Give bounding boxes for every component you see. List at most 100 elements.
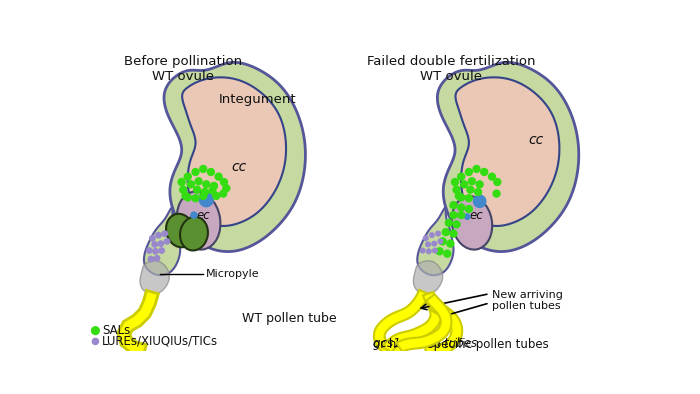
Text: WT pollen tube: WT pollen tube <box>241 312 336 325</box>
Circle shape <box>447 240 454 247</box>
Polygon shape <box>417 207 454 275</box>
Circle shape <box>458 212 465 219</box>
Circle shape <box>182 192 189 199</box>
Circle shape <box>178 178 185 186</box>
Circle shape <box>162 231 167 236</box>
Circle shape <box>159 248 164 253</box>
Circle shape <box>148 256 153 262</box>
Circle shape <box>466 206 472 212</box>
Circle shape <box>473 195 486 207</box>
Circle shape <box>150 236 155 241</box>
Circle shape <box>215 173 222 180</box>
Circle shape <box>442 229 449 236</box>
Circle shape <box>450 202 457 208</box>
Circle shape <box>158 241 164 246</box>
Circle shape <box>453 186 460 193</box>
Text: or heterospecific pollen tubes: or heterospecific pollen tubes <box>372 338 548 351</box>
Polygon shape <box>140 261 169 294</box>
Circle shape <box>192 195 199 202</box>
Circle shape <box>438 239 442 243</box>
Circle shape <box>426 242 430 247</box>
Circle shape <box>213 192 220 199</box>
Circle shape <box>184 173 191 180</box>
Circle shape <box>164 239 169 244</box>
Circle shape <box>456 192 462 199</box>
Circle shape <box>494 178 500 186</box>
Circle shape <box>453 221 460 228</box>
Circle shape <box>152 242 158 247</box>
Polygon shape <box>456 77 559 226</box>
Text: Integument: Integument <box>218 93 296 106</box>
Ellipse shape <box>180 217 208 251</box>
Circle shape <box>476 181 483 188</box>
Text: LUREs/XIUQIUs/TICs: LUREs/XIUQIUs/TICs <box>102 335 218 348</box>
Circle shape <box>223 185 230 191</box>
Circle shape <box>199 192 206 199</box>
Circle shape <box>220 178 228 186</box>
Circle shape <box>436 248 443 255</box>
Circle shape <box>184 194 191 201</box>
Circle shape <box>435 231 440 236</box>
Text: s: s <box>175 227 182 237</box>
Circle shape <box>191 212 197 218</box>
Circle shape <box>465 214 470 219</box>
Circle shape <box>195 178 202 185</box>
Circle shape <box>92 327 99 335</box>
Circle shape <box>146 248 152 253</box>
Circle shape <box>475 189 482 195</box>
Circle shape <box>188 181 195 188</box>
Circle shape <box>154 256 160 261</box>
Circle shape <box>220 190 227 197</box>
Text: Failed double fertilization
WT ovule: Failed double fertilization WT ovule <box>367 55 536 83</box>
Circle shape <box>452 178 458 186</box>
Circle shape <box>468 178 475 185</box>
Circle shape <box>153 249 158 254</box>
Text: New arriving
pollen tubes: New arriving pollen tubes <box>492 290 563 311</box>
Circle shape <box>450 212 457 219</box>
Circle shape <box>439 238 446 245</box>
Circle shape <box>473 165 480 173</box>
Circle shape <box>156 232 161 238</box>
Polygon shape <box>164 62 305 251</box>
Circle shape <box>481 169 488 175</box>
Circle shape <box>458 204 465 211</box>
Polygon shape <box>438 62 579 251</box>
Circle shape <box>194 186 200 193</box>
Circle shape <box>420 248 425 253</box>
Circle shape <box>432 241 437 246</box>
Text: gcs1 pollen tubes: gcs1 pollen tubes <box>372 337 477 350</box>
Circle shape <box>199 165 206 173</box>
Text: cc: cc <box>232 160 247 174</box>
Circle shape <box>461 181 468 188</box>
Circle shape <box>202 189 208 195</box>
Ellipse shape <box>177 191 220 249</box>
Circle shape <box>209 187 216 194</box>
Text: ec: ec <box>470 209 484 222</box>
Circle shape <box>458 173 465 180</box>
Circle shape <box>192 169 199 175</box>
Ellipse shape <box>166 214 194 247</box>
Circle shape <box>489 173 496 180</box>
Circle shape <box>466 169 472 175</box>
Circle shape <box>458 194 465 201</box>
Circle shape <box>493 190 500 197</box>
Polygon shape <box>396 294 452 352</box>
Text: s: s <box>190 230 197 240</box>
Polygon shape <box>182 77 286 226</box>
Circle shape <box>424 236 428 241</box>
Polygon shape <box>118 290 158 357</box>
Circle shape <box>92 338 99 344</box>
Text: ec: ec <box>196 209 210 222</box>
Polygon shape <box>144 207 180 275</box>
Text: SALs: SALs <box>102 324 131 337</box>
Circle shape <box>203 181 210 188</box>
Text: Before pollination
WT ovule: Before pollination WT ovule <box>124 55 242 83</box>
Polygon shape <box>414 261 442 294</box>
Circle shape <box>433 248 438 253</box>
Circle shape <box>180 186 187 193</box>
Circle shape <box>450 230 457 237</box>
Polygon shape <box>425 301 462 358</box>
Circle shape <box>207 169 214 175</box>
Circle shape <box>444 250 451 257</box>
Circle shape <box>466 195 472 202</box>
